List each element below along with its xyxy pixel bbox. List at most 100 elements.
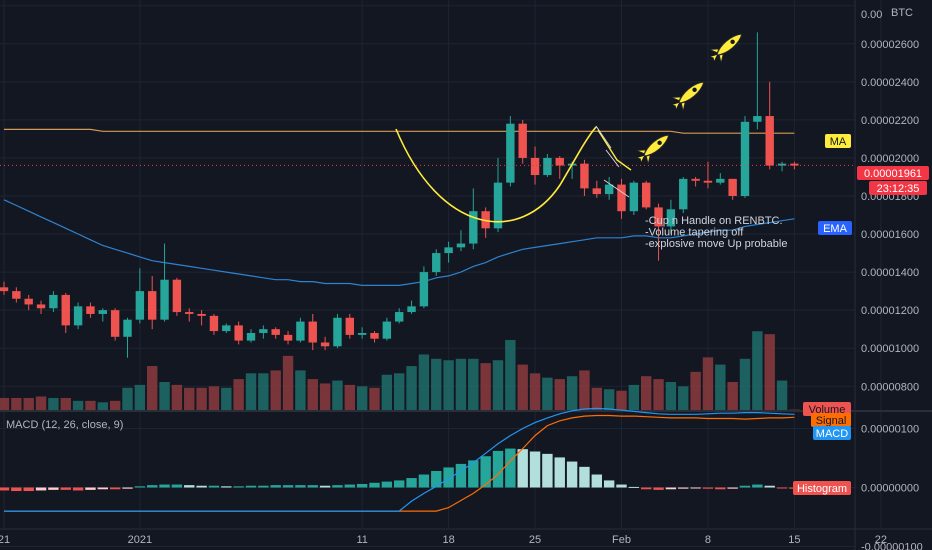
candle-body xyxy=(148,291,157,320)
histogram-bar xyxy=(134,486,146,488)
volume-bar xyxy=(628,384,640,411)
histogram-bar xyxy=(208,485,220,488)
rocket-icon-2-flame xyxy=(672,102,679,109)
histogram-bar xyxy=(196,485,207,488)
candle-body xyxy=(382,321,392,339)
volume-bar xyxy=(554,379,565,411)
candle-body xyxy=(110,310,120,337)
time-tick-8: 22 xyxy=(875,534,887,546)
candle-body xyxy=(592,188,601,195)
candle-body xyxy=(518,123,527,158)
signal-tag: Signal xyxy=(816,415,847,427)
ma-line xyxy=(4,128,795,134)
volume-bar xyxy=(776,380,788,411)
candle-body xyxy=(234,325,243,341)
volume-bar xyxy=(443,360,454,411)
volume-bar xyxy=(11,397,22,411)
handle-channel-top xyxy=(595,125,612,149)
histogram-bar xyxy=(678,487,689,489)
candle-body xyxy=(790,163,799,166)
rocket-icon-2-fin-bottom xyxy=(680,101,686,111)
histogram-bar xyxy=(295,485,306,488)
histogram-bar xyxy=(72,487,84,491)
histogram-bar xyxy=(184,485,195,488)
histogram-bar xyxy=(418,474,430,488)
volume-tag-bg xyxy=(803,402,851,416)
volume-bar xyxy=(245,373,257,411)
rocket-icon-3-fin-bottom xyxy=(645,154,651,164)
histogram-bar xyxy=(60,487,71,490)
candle-body xyxy=(654,207,663,227)
candle-body xyxy=(679,178,688,210)
candle-body xyxy=(36,304,46,309)
candle-body xyxy=(617,184,626,212)
volume-bar xyxy=(715,364,726,411)
histogram-bar xyxy=(97,487,108,490)
volume-bar xyxy=(406,366,417,411)
candle-body xyxy=(604,184,614,195)
histogram-bar xyxy=(727,487,738,489)
macd-tag: MACD xyxy=(816,428,848,440)
histogram-bar xyxy=(715,487,726,490)
volume-bar xyxy=(72,400,84,411)
histogram-bar xyxy=(356,483,368,488)
volume-bar xyxy=(752,331,763,411)
candle-body xyxy=(703,180,713,183)
histogram-bar xyxy=(641,487,652,490)
histogram-bar xyxy=(752,484,763,488)
handle-channel-lower xyxy=(603,179,630,198)
time-tick-1: 2021 xyxy=(128,534,152,546)
histogram-bar xyxy=(258,485,269,488)
price-tick-0: 0.00000800 xyxy=(861,381,919,393)
candle-body xyxy=(456,243,466,248)
time-tick-7: 15 xyxy=(788,534,800,546)
candle-body xyxy=(73,306,83,326)
time-tick-0: 21 xyxy=(0,534,10,546)
candle-body xyxy=(259,329,268,333)
volume-bar xyxy=(122,387,133,411)
candle-body xyxy=(740,121,750,196)
volume-bar xyxy=(221,387,232,411)
volume-bar xyxy=(319,383,331,411)
candle-body xyxy=(271,329,280,335)
candle-body xyxy=(370,332,379,339)
candle-body xyxy=(357,332,367,335)
volume-bar xyxy=(295,370,306,411)
histogram-bar xyxy=(221,486,232,488)
volume-bar xyxy=(739,358,751,411)
candle-body xyxy=(777,163,787,166)
histogram-bar xyxy=(233,486,244,488)
candle-body xyxy=(395,312,404,322)
histogram-bar xyxy=(480,456,491,488)
volume-bar xyxy=(468,358,479,411)
cup-curve xyxy=(395,126,597,223)
volume-bar xyxy=(492,360,504,411)
rocket-icon-1-fin-top xyxy=(710,48,720,53)
candle-body xyxy=(407,306,416,313)
histogram-tag-bg xyxy=(793,481,851,495)
candle-body xyxy=(345,317,354,335)
ma-group xyxy=(3,128,795,286)
price-tick-7: 0.00002200 xyxy=(861,115,919,127)
histogram-bar xyxy=(739,485,751,488)
candle-body xyxy=(222,325,231,332)
histogram-bar xyxy=(529,451,541,488)
price-tag: 0.00001961 xyxy=(864,168,922,180)
histogram-bar xyxy=(616,484,627,488)
volume-bar xyxy=(134,384,146,411)
histogram-bar xyxy=(776,487,788,489)
countdown-tag-bg xyxy=(869,181,927,195)
handle-line xyxy=(597,129,632,171)
candle-body xyxy=(246,332,256,341)
candle-body xyxy=(530,157,540,176)
macd-line xyxy=(4,407,795,512)
histogram-bar xyxy=(492,450,504,488)
volume-bar xyxy=(616,390,627,411)
histogram-bar xyxy=(245,485,257,488)
volume-bar xyxy=(641,376,652,411)
candle-body xyxy=(543,157,552,176)
rocket-icon-2-fin-top xyxy=(672,96,682,101)
candle-body xyxy=(716,178,725,183)
volume-bar xyxy=(702,357,714,411)
